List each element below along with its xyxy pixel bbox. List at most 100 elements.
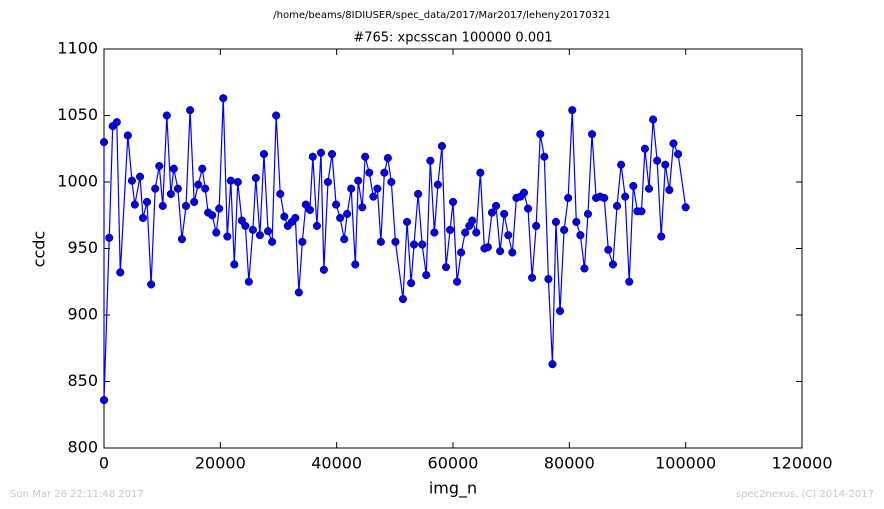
data-point	[587, 130, 597, 139]
x-tick-label: 80000	[544, 454, 595, 473]
x-tick-label: 20000	[195, 454, 246, 473]
data-point	[398, 294, 408, 304]
data-point	[461, 228, 470, 237]
data-point	[560, 225, 569, 234]
chart-title: #765: xpcsscan 100000 0.001	[353, 31, 552, 46]
data-point	[123, 131, 132, 140]
footer-right: spec2nexus, (C) 2014-2017	[736, 489, 874, 500]
data-point	[407, 279, 416, 288]
data-point	[230, 260, 239, 269]
data-point	[665, 185, 674, 195]
data-point	[190, 197, 199, 206]
data-point	[551, 217, 561, 226]
data-point	[136, 172, 145, 181]
data-point	[669, 139, 678, 148]
data-point	[572, 217, 581, 226]
data-point	[340, 235, 349, 244]
data-point	[621, 192, 630, 201]
data-point	[365, 168, 374, 177]
data-point	[612, 201, 622, 210]
data-point	[468, 216, 477, 225]
data-point	[448, 197, 458, 206]
data-point	[564, 193, 573, 203]
y-tick-label: 1000	[57, 172, 98, 191]
data-point	[151, 184, 160, 193]
data-point	[414, 189, 423, 199]
data-point	[674, 150, 683, 159]
data-point	[391, 237, 400, 246]
data-point	[142, 197, 152, 206]
data-point	[255, 231, 264, 240]
data-point	[194, 180, 203, 189]
data-point	[336, 213, 345, 222]
data-point	[305, 205, 314, 214]
x-axis-label: img_n	[429, 479, 477, 499]
plot-frame	[103, 48, 803, 449]
y-tick-label: 1050	[57, 105, 98, 124]
data-point	[437, 142, 446, 151]
data-point	[422, 271, 431, 280]
data-point	[162, 111, 171, 120]
data-point	[376, 237, 385, 246]
data-point	[657, 232, 666, 241]
y-axis-label: ccdc	[30, 231, 49, 268]
data-point	[625, 277, 634, 286]
data-point	[519, 188, 529, 197]
data-point	[496, 247, 505, 256]
data-point	[177, 235, 186, 244]
data-point	[354, 176, 363, 185]
data-point	[629, 181, 638, 191]
data-point	[127, 176, 136, 185]
data-point	[351, 260, 360, 269]
data-point	[201, 184, 210, 193]
data-point	[387, 177, 396, 187]
data-point	[433, 180, 442, 189]
data-point	[116, 268, 125, 277]
data-point	[319, 265, 328, 274]
data-point	[604, 245, 613, 254]
data-point	[548, 360, 557, 369]
data-point	[681, 203, 690, 212]
data-point	[280, 212, 289, 221]
data-point	[130, 200, 139, 209]
data-point	[105, 233, 114, 242]
data-point	[173, 184, 182, 193]
data-point	[186, 106, 195, 115]
data-point	[99, 396, 109, 405]
y-tick-label: 850	[67, 371, 98, 390]
data-point	[380, 168, 389, 177]
data-point	[208, 211, 217, 220]
data-point	[291, 213, 300, 222]
data-point	[644, 184, 654, 193]
y-tick-label: 950	[67, 238, 98, 257]
data-point	[568, 106, 577, 115]
data-point	[332, 200, 341, 209]
data-point	[608, 260, 618, 269]
data-point	[555, 306, 565, 316]
y-tick-label: 800	[67, 438, 98, 457]
data-point	[308, 152, 317, 161]
data-point	[301, 200, 310, 209]
data-point	[298, 237, 307, 246]
data-point	[312, 221, 321, 230]
suptitle: /home/beams/8IDIUSER/spec_data/2017/Mar2…	[273, 10, 610, 21]
data-point	[219, 94, 228, 103]
data-point	[617, 160, 626, 169]
data-point	[241, 221, 250, 230]
data-point	[138, 213, 148, 222]
data-point	[637, 207, 646, 216]
data-point	[544, 275, 553, 284]
data-point	[418, 240, 427, 249]
series-line	[103, 98, 687, 401]
data-point	[248, 225, 257, 234]
data-point	[491, 201, 501, 210]
data-point	[327, 150, 337, 159]
data-point	[263, 227, 273, 236]
data-point	[369, 192, 378, 201]
data-point	[661, 160, 670, 169]
footer-left: Sun Mar 26 22:11:48 2017	[10, 489, 144, 500]
data-point	[453, 277, 462, 286]
data-point	[430, 228, 439, 237]
data-point	[223, 232, 232, 241]
data-point	[316, 148, 326, 157]
